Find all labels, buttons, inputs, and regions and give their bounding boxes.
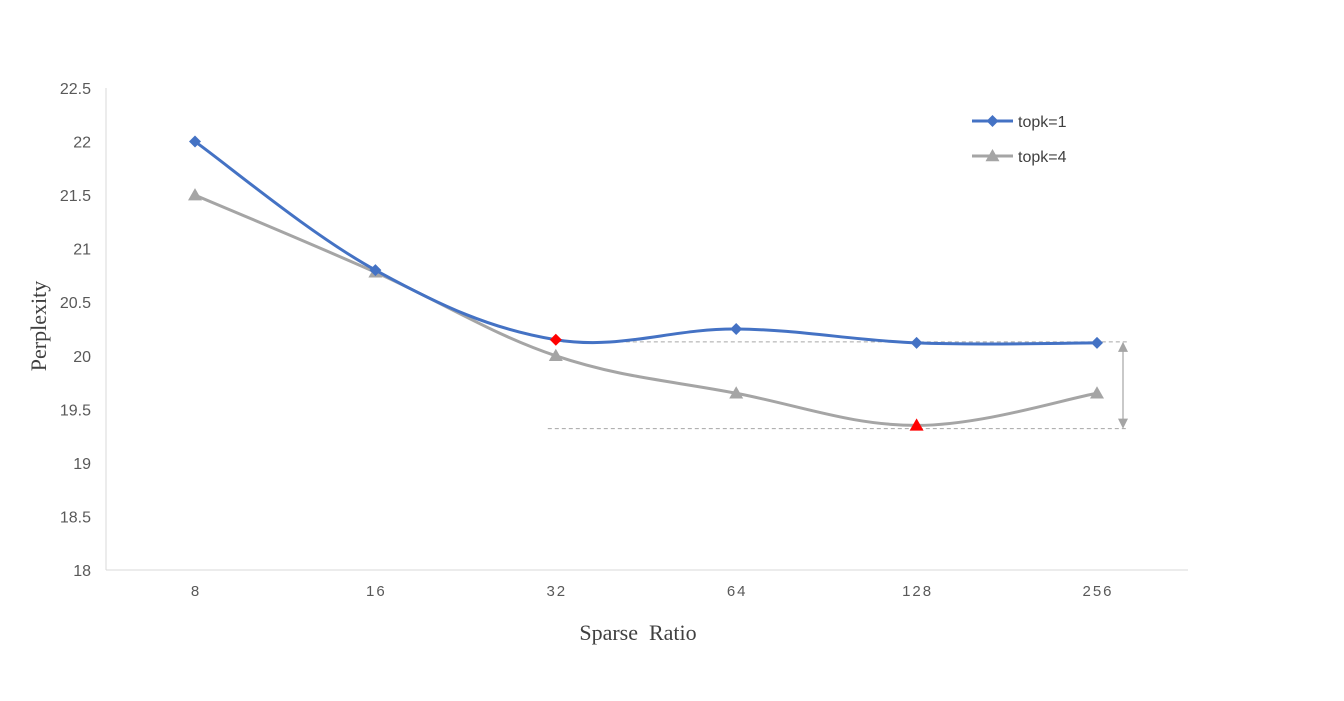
y-tick-label: 20.5 bbox=[60, 295, 91, 312]
data-point bbox=[910, 336, 923, 349]
data-point bbox=[1091, 336, 1103, 349]
y-tick-label: 21.5 bbox=[60, 188, 91, 205]
x-tick-labels: 8 16 32 64 128 256 bbox=[191, 583, 1113, 600]
y-tick-label: 22.5 bbox=[60, 81, 91, 98]
x-tick-label: 8 bbox=[191, 583, 201, 600]
series-topk=1 bbox=[189, 135, 1103, 349]
y-tick-label: 19.5 bbox=[60, 402, 91, 419]
x-tick-label: 32 bbox=[546, 583, 567, 600]
data-point bbox=[730, 323, 743, 335]
y-tick-labels: 18 18.5 19 19.5 20 20.5 21 21.5 22 22.5 bbox=[60, 81, 91, 580]
series-topk=4 bbox=[188, 188, 1104, 431]
annotations bbox=[547, 341, 1128, 430]
x-tick-label: 16 bbox=[366, 583, 387, 600]
x-tick-label: 64 bbox=[727, 583, 748, 600]
x-axis-title: Sparse Ratio bbox=[579, 620, 696, 645]
series-line bbox=[193, 193, 1099, 427]
series-layer bbox=[188, 135, 1104, 431]
legend-label: topk=1 bbox=[1018, 114, 1067, 131]
y-tick-label: 22 bbox=[73, 135, 91, 152]
x-tick-label: 256 bbox=[1082, 583, 1113, 600]
data-point bbox=[909, 418, 924, 431]
data-point bbox=[369, 264, 382, 277]
axes bbox=[105, 88, 1188, 571]
data-point bbox=[549, 333, 562, 346]
y-axis-title: Perplexity bbox=[26, 281, 51, 371]
y-tick-label: 20 bbox=[73, 349, 91, 366]
y-tick-label: 21 bbox=[73, 242, 91, 259]
legend-swatch-marker bbox=[986, 115, 999, 127]
legend-item: topk=1 bbox=[972, 114, 1067, 131]
legend: topk=1 topk=4 bbox=[972, 114, 1067, 166]
x-tick-label: 128 bbox=[902, 583, 933, 600]
data-point bbox=[548, 348, 563, 362]
legend-label: topk=4 bbox=[1018, 149, 1067, 166]
data-point bbox=[189, 135, 201, 148]
legend-swatch-marker bbox=[985, 149, 1000, 162]
y-tick-label: 19 bbox=[73, 456, 91, 473]
series-line bbox=[193, 140, 1099, 346]
y-tick-label: 18 bbox=[73, 563, 91, 580]
data-point bbox=[1090, 386, 1104, 399]
legend-item: topk=4 bbox=[972, 149, 1067, 166]
data-point bbox=[729, 386, 744, 399]
y-tick-label: 18.5 bbox=[60, 509, 91, 526]
data-point bbox=[188, 188, 202, 201]
